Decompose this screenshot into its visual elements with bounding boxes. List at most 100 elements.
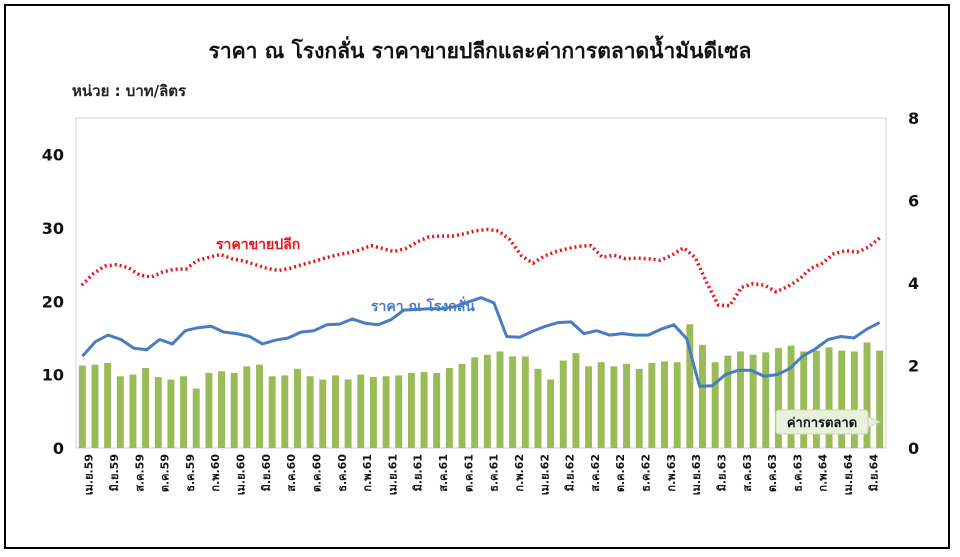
margin-bar <box>825 347 833 448</box>
margin-bar <box>774 348 782 448</box>
margin-bar <box>623 363 631 448</box>
x-tick-label: ก.พ.64 <box>817 454 830 492</box>
refinery-price-line <box>81 296 881 388</box>
margin-bar <box>711 362 719 448</box>
x-tick-label: เม.ย.59 <box>83 454 96 495</box>
margin-bar <box>369 377 377 448</box>
margin-bar <box>91 364 99 448</box>
y-right-tick-label: 2 <box>908 357 919 376</box>
margin-bar <box>838 350 846 448</box>
margin-bar <box>205 372 213 448</box>
marketing-margin-bars <box>78 324 884 448</box>
margin-bar <box>357 374 365 448</box>
margin-bar <box>78 365 86 448</box>
margin-bar <box>572 353 580 448</box>
y-left-tick-label: 0 <box>53 439 64 458</box>
axes: 0 10 20 30 40 0 2 4 6 8 เม.ย.59 มิ.ย.59 ส.ค.59 ต.ค.59… <box>42 109 919 495</box>
x-tick-label: ส.ค.62 <box>589 454 602 492</box>
margin-bar <box>344 379 352 448</box>
margin-bar <box>610 366 618 448</box>
x-tick-label: มิ.ย.59 <box>108 454 121 491</box>
margin-bar <box>724 355 732 448</box>
x-tick-label: ก.พ.61 <box>361 454 374 492</box>
margin-bar <box>850 351 858 448</box>
chart: ราคา ณ โรงกลั่น ราคาขายปลีกและค่าการตลาด… <box>42 35 919 495</box>
x-tick-label: เม.ย.62 <box>538 454 551 495</box>
margin-bar <box>319 379 327 448</box>
unit-label: หน่วย : บาท/ลิตร <box>72 82 187 100</box>
x-tick-label: ส.ค.63 <box>741 454 754 492</box>
margin-bar <box>648 363 656 448</box>
margin-bar <box>787 345 795 448</box>
x-tick-label: มิ.ย.60 <box>260 454 273 492</box>
margin-bar <box>686 324 694 448</box>
margin-bar <box>736 351 744 448</box>
margin-bar <box>331 375 339 448</box>
margin-bar <box>104 363 112 448</box>
margin-bar <box>395 375 403 448</box>
x-tick-label: มิ.ย.61 <box>412 454 425 491</box>
x-tick-label: ต.ค.62 <box>614 454 627 492</box>
margin-bar <box>749 354 757 448</box>
margin-bar <box>559 360 567 448</box>
x-tick-label: เม.ย.63 <box>690 454 703 495</box>
y-right-tick-label: 4 <box>908 274 919 293</box>
y-left-tick-label: 20 <box>42 292 64 311</box>
x-tick-label: ต.ค.61 <box>462 454 475 492</box>
y-right-tick-label: 6 <box>908 192 919 211</box>
x-tick-label: ส.ค.61 <box>437 454 450 492</box>
margin-bar <box>673 362 681 448</box>
x-tick-label: ก.พ.60 <box>209 454 222 492</box>
marketing-margin-label: ค่าการตลาด <box>787 416 857 431</box>
margin-bar <box>496 351 504 448</box>
x-tick-label: ธ.ค.59 <box>184 454 197 492</box>
y-left-tick-label: 30 <box>42 219 64 238</box>
margin-bar <box>268 376 276 448</box>
margin-bar <box>116 376 124 448</box>
margin-bar <box>180 376 188 448</box>
x-tick-label: มิ.ย.62 <box>564 454 577 491</box>
margin-bar <box>407 372 415 448</box>
x-tick-label: ต.ค.63 <box>766 454 779 492</box>
chart-frame: ราคา ณ โรงกลั่น ราคาขายปลีกและค่าการตลาด… <box>4 4 950 549</box>
margin-bar <box>230 372 238 448</box>
margin-bar <box>661 361 668 448</box>
margin-bar <box>483 354 491 448</box>
y-left-tick-label: 10 <box>42 366 64 385</box>
x-tick-label: มิ.ย.64 <box>867 454 880 492</box>
margin-bar <box>534 368 542 448</box>
retail-price-line <box>80 227 882 308</box>
x-tick-label: ธ.ค.60 <box>336 454 349 492</box>
margin-bar <box>699 344 706 448</box>
x-tick-label: ต.ค.60 <box>310 454 323 493</box>
margin-bar <box>281 375 289 448</box>
margin-bar <box>129 374 137 448</box>
margin-bar <box>635 368 643 448</box>
x-tick-label: ส.ค.60 <box>285 454 298 492</box>
margin-bar <box>243 366 251 448</box>
x-tick-label: ส.ค.59 <box>133 454 146 492</box>
margin-bar <box>471 357 479 448</box>
margin-bar <box>458 363 466 448</box>
y-right-tick-label: 0 <box>908 439 919 458</box>
x-tick-label: ธ.ค.62 <box>640 454 653 492</box>
y-left-tick-label: 40 <box>42 146 64 165</box>
margin-bar <box>154 377 162 448</box>
margin-bar <box>812 350 820 448</box>
margin-bar <box>597 362 605 448</box>
chart-title: ราคา ณ โรงกลั่น ราคาขายปลีกและค่าการตลาด… <box>209 35 752 63</box>
margin-bar <box>445 367 453 448</box>
plot-area <box>75 117 887 449</box>
margin-bar <box>876 350 884 448</box>
x-tick-label: ธ.ค.63 <box>791 454 804 492</box>
x-tick-label: ก.พ.63 <box>665 454 678 492</box>
callout-arrow <box>867 416 882 428</box>
margin-bar <box>167 379 175 448</box>
refinery-price-label: ราคา ณ โรงกลั่น <box>371 296 475 315</box>
margin-bar <box>256 364 263 448</box>
x-tick-label: เม.ย.61 <box>386 454 399 495</box>
margin-bar <box>294 368 301 448</box>
x-tick-label: ต.ค.59 <box>159 454 172 492</box>
marketing-margin-callout: ค่าการตลาด <box>775 409 882 435</box>
